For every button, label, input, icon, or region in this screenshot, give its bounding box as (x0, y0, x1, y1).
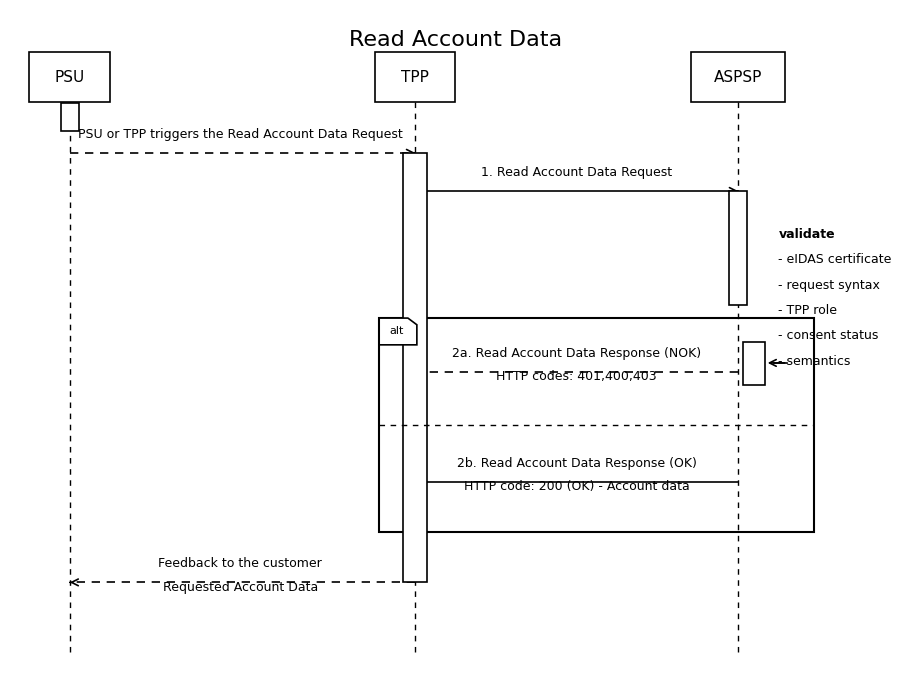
Bar (30, 52, 110, 102)
Bar (729, 191, 747, 305)
Text: 1. Read Account Data Request: 1. Read Account Data Request (481, 166, 672, 179)
Bar (379, 318, 814, 532)
Bar (404, 153, 427, 583)
Text: 2a. Read Account Data Response (NOK): 2a. Read Account Data Response (NOK) (452, 346, 701, 359)
Text: HTTP codes: 401,400,403: HTTP codes: 401,400,403 (496, 370, 657, 383)
Text: - eIDAS certificate: - eIDAS certificate (778, 253, 892, 266)
Text: HTTP code: 200 (OK) - Account data: HTTP code: 200 (OK) - Account data (464, 480, 689, 493)
Text: Feedback to the customer: Feedback to the customer (158, 557, 322, 570)
Text: 2b. Read Account Data Response (OK): 2b. Read Account Data Response (OK) (456, 457, 697, 470)
Text: - request syntax: - request syntax (778, 279, 881, 292)
Text: - semantics: - semantics (778, 355, 851, 368)
Text: - consent status: - consent status (778, 329, 879, 342)
Text: TPP: TPP (401, 70, 429, 85)
Text: PSU or TPP triggers the Read Account Data Request: PSU or TPP triggers the Read Account Dat… (78, 128, 403, 141)
Bar (61, 102, 79, 130)
Text: alt: alt (389, 326, 404, 337)
Polygon shape (379, 318, 417, 345)
Text: validate: validate (778, 227, 835, 240)
Text: Read Account Data: Read Account Data (349, 30, 562, 51)
Bar (375, 52, 456, 102)
Text: ASPSP: ASPSP (714, 70, 762, 85)
Text: PSU: PSU (55, 70, 85, 85)
Bar (744, 342, 765, 385)
Bar (691, 52, 785, 102)
Text: - TPP role: - TPP role (778, 304, 837, 317)
Text: Requested Account Data: Requested Account Data (163, 581, 318, 594)
